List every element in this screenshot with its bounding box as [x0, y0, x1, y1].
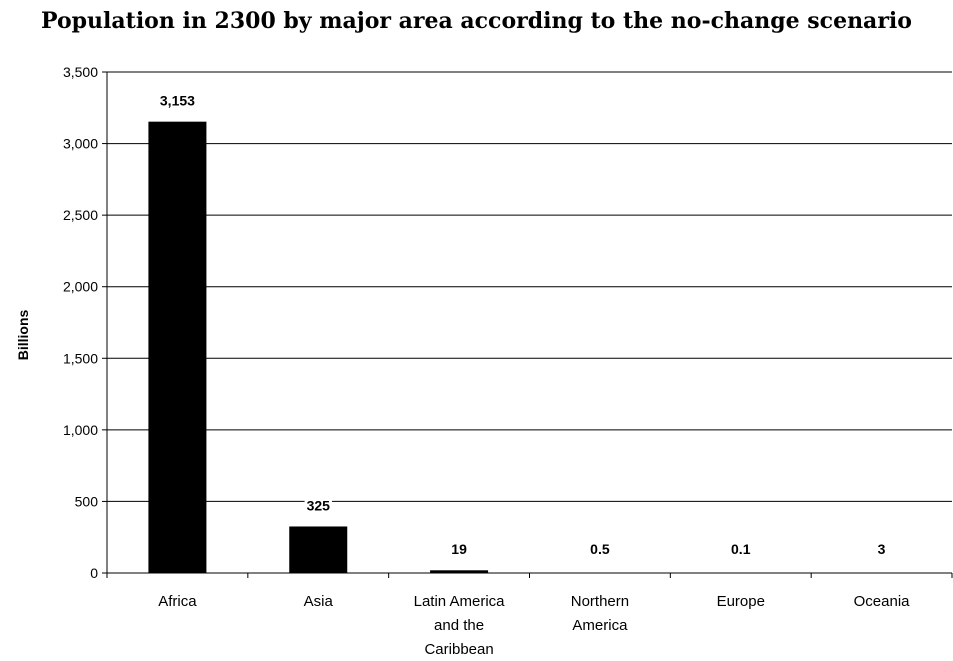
data-label: 325 [307, 497, 331, 513]
y-tick-label: 500 [75, 493, 99, 509]
bar [430, 570, 489, 573]
category-label: Africa [158, 593, 197, 610]
data-label: 0.1 [731, 541, 751, 557]
category-label: America [572, 617, 628, 634]
y-tick-label: 1,500 [63, 350, 98, 366]
category-label: Caribbean [424, 641, 493, 658]
chart-title: Population in 2300 by major area accordi… [41, 8, 912, 34]
data-label: 0.5 [590, 541, 610, 557]
data-label: 3 [878, 541, 886, 557]
bar [148, 121, 207, 574]
category-label: and the [434, 617, 484, 634]
category-label: Oceania [854, 593, 911, 610]
y-tick-label: 3,500 [63, 64, 98, 80]
y-tick-label: 3,000 [63, 136, 98, 152]
axes [102, 71, 953, 578]
category-label: Latin America [414, 593, 506, 610]
data-label: 19 [451, 541, 467, 557]
data-label: 3,153 [160, 93, 195, 109]
category-label: Northern [571, 593, 629, 610]
category-label: Asia [304, 593, 334, 610]
category-label: Europe [717, 593, 765, 610]
y-tick-label: 0 [90, 565, 98, 581]
labels: 0 500 1,000 1,500 2,000 2,500 3,000 3,500 3,153 A… [15, 64, 910, 658]
y-axis-title: Billions [15, 310, 31, 361]
gridlines [107, 71, 952, 574]
y-tick-label: 2,000 [63, 279, 98, 295]
bar [289, 526, 348, 573]
bars [148, 121, 911, 574]
y-tick-label: 1,000 [63, 422, 98, 438]
y-tick-label: 2,500 [63, 207, 98, 223]
